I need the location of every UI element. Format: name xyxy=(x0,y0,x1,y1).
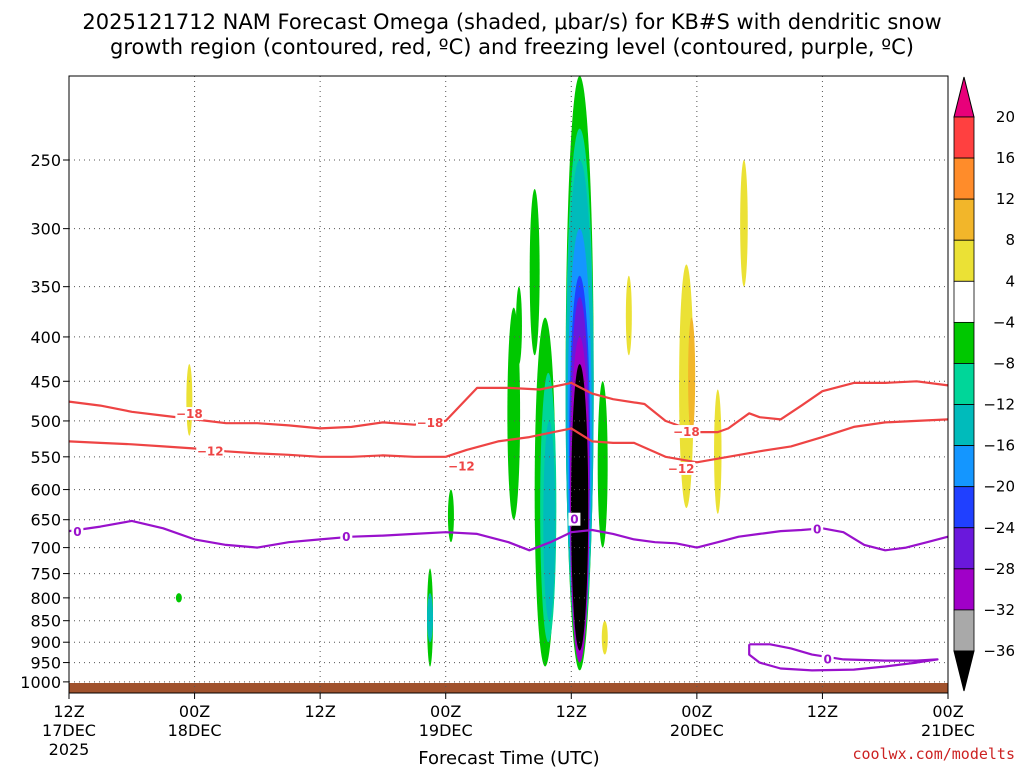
y-tick-label: 400 xyxy=(30,328,61,347)
omega-blob xyxy=(571,364,588,650)
y-tick-label: 950 xyxy=(30,654,61,673)
colorbar-segment xyxy=(954,199,974,240)
colorbar-segment xyxy=(954,610,974,651)
contour-label: −18 xyxy=(176,407,203,421)
colorbar-label: 4 xyxy=(1005,272,1015,290)
omega-shading-layer xyxy=(176,76,748,670)
omega-blob xyxy=(688,318,695,436)
omega-blob xyxy=(530,189,540,355)
contour-label: 0 xyxy=(342,530,350,544)
contour-label: −12 xyxy=(668,462,695,476)
x-tick-time: 12Z xyxy=(807,702,838,721)
colorbar-label: 12 xyxy=(996,190,1015,208)
y-tick-label: 250 xyxy=(30,151,61,170)
contour-label: −18 xyxy=(417,416,444,430)
contour-label: 0 xyxy=(73,525,81,539)
colorbar-top-arrow xyxy=(954,77,974,117)
omega-blob xyxy=(427,593,433,642)
y-tick-label: 650 xyxy=(30,511,61,530)
x-tick-year: 2025 xyxy=(49,740,90,759)
freezing-low-contour xyxy=(749,644,937,670)
omega-blob xyxy=(626,276,632,356)
contour-label: −12 xyxy=(448,459,475,473)
x-tick-time: 12Z xyxy=(556,702,587,721)
colorbar-segment xyxy=(954,363,974,404)
colorbar-segment xyxy=(954,487,974,528)
contour-label: 0 xyxy=(823,652,831,666)
colorbar-label: 8 xyxy=(1005,231,1015,249)
x-tick-date: 19DEC xyxy=(419,721,473,740)
contour-label: 0 xyxy=(570,513,578,527)
omega-blob xyxy=(714,390,721,514)
colorbar-label: −12 xyxy=(983,396,1015,414)
omega-blob xyxy=(516,287,522,364)
x-tick-time: 12Z xyxy=(53,702,84,721)
chart-title-line2: growth region (contoured, red, ºC) and f… xyxy=(110,35,914,59)
colorbar-label: 20 xyxy=(996,108,1015,126)
omega-blob xyxy=(598,381,608,547)
x-tick-date: 17DEC xyxy=(42,721,96,740)
contour-label: −18 xyxy=(673,425,700,439)
colorbar: 20 16 12 8 4 −4 −8 −12 −16 −20 −24 −28 −32 −36 xyxy=(954,77,1015,691)
y-tick-label: 850 xyxy=(30,612,61,631)
contour-label: 0 xyxy=(813,522,821,536)
omega-blob xyxy=(543,421,555,621)
colorbar-label: −4 xyxy=(993,313,1015,331)
colorbar-segment xyxy=(954,569,974,610)
omega-blob xyxy=(602,621,608,655)
colorbar-segment xyxy=(954,158,974,199)
omega-blob xyxy=(176,593,182,602)
colorbar-label: −20 xyxy=(983,478,1015,496)
y-tick-label: 600 xyxy=(30,481,61,500)
x-tick-time: 00Z xyxy=(932,702,963,721)
colorbar-segment xyxy=(954,446,974,487)
y-tick-label: 700 xyxy=(30,539,61,558)
colorbar-segment xyxy=(954,240,974,281)
colorbar-label: 16 xyxy=(996,149,1015,167)
y-tick-label: 450 xyxy=(30,372,61,391)
x-tick-time: 12Z xyxy=(304,702,335,721)
omega-chart: 2025121712 NAM Forecast Omega (shaded, μ… xyxy=(0,0,1024,768)
colorbar-bottom-arrow xyxy=(954,651,974,691)
y-tick-label: 300 xyxy=(30,220,61,239)
x-tick-time: 00Z xyxy=(179,702,210,721)
colorbar-label: −16 xyxy=(983,437,1015,455)
colorbar-segment xyxy=(954,117,974,158)
colorbar-label: −8 xyxy=(993,354,1015,372)
colorbar-segment xyxy=(954,281,974,322)
x-tick-time: 00Z xyxy=(681,702,712,721)
terrain-layer xyxy=(69,683,948,693)
colorbar-label: −28 xyxy=(983,560,1015,578)
contour-label: −12 xyxy=(197,444,224,458)
y-tick-label: 900 xyxy=(30,633,61,652)
y-axis: 250 300 350 400 450 500 550 600 650 700 750 800 850 9… xyxy=(20,151,69,692)
omega-blob xyxy=(740,160,748,287)
y-tick-label: 350 xyxy=(30,278,61,297)
colorbar-segment xyxy=(954,528,974,569)
x-tick-date: 20DEC xyxy=(670,721,724,740)
y-tick-label: 550 xyxy=(30,448,61,467)
omega-blob xyxy=(448,490,454,543)
y-tick-label: 500 xyxy=(30,412,61,431)
colorbar-label: −32 xyxy=(983,601,1015,619)
colorbar-label: −36 xyxy=(983,642,1015,660)
colorbar-label: −24 xyxy=(983,519,1015,537)
y-tick-label: 1000 xyxy=(20,673,61,692)
y-tick-label: 750 xyxy=(30,565,61,584)
credit-link[interactable]: coolwx.com/modelts xyxy=(852,745,1015,763)
x-tick-time: 00Z xyxy=(430,702,461,721)
x-tick-date: 18DEC xyxy=(168,721,222,740)
colorbar-segment xyxy=(954,405,974,446)
x-axis-label: Forecast Time (UTC) xyxy=(418,748,599,768)
colorbar-segment xyxy=(954,322,974,363)
omega-blob xyxy=(186,364,192,436)
y-tick-label: 800 xyxy=(30,589,61,608)
chart-title-line1: 2025121712 NAM Forecast Omega (shaded, μ… xyxy=(82,10,941,34)
terrain-strip xyxy=(69,683,948,693)
x-tick-date: 21DEC xyxy=(921,721,975,740)
